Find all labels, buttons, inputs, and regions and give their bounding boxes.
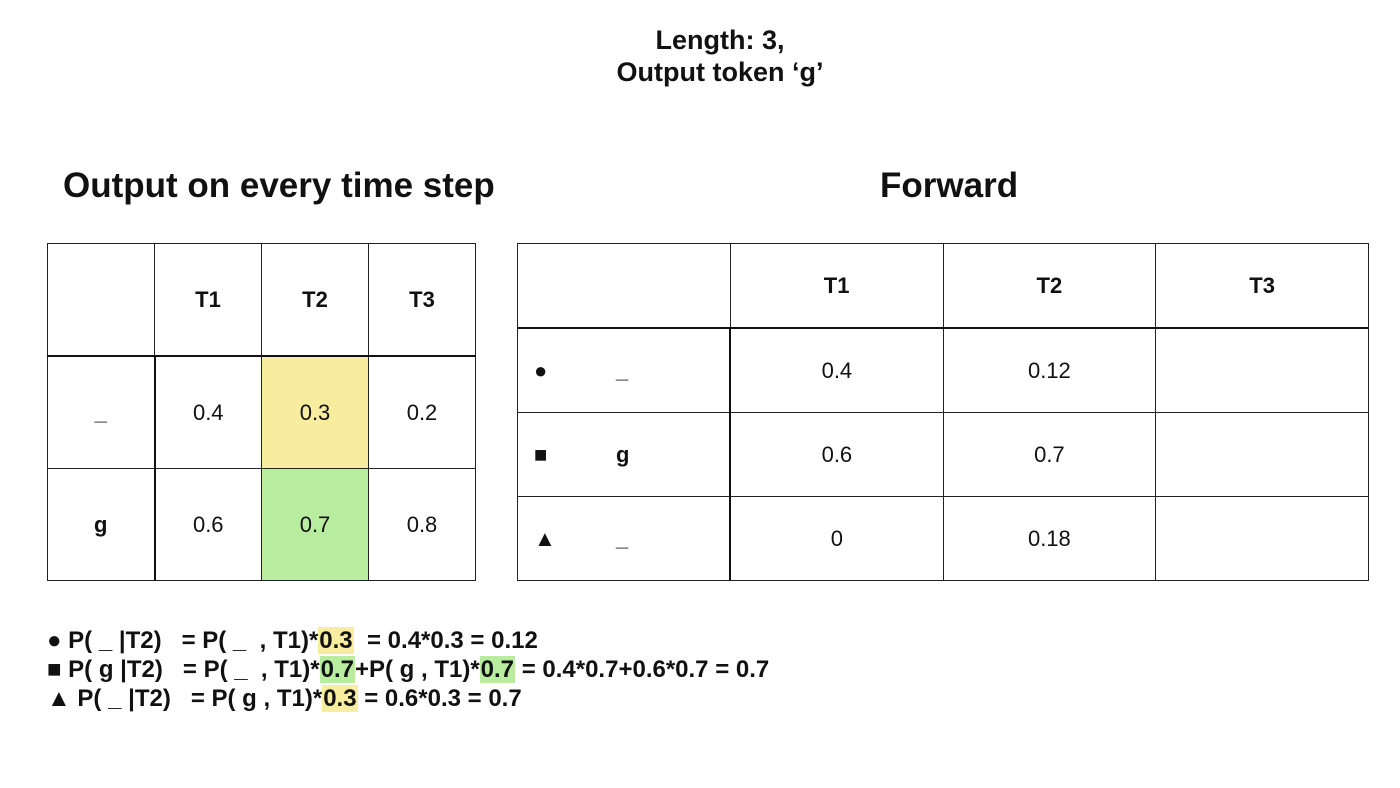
triangle-icon: ▲ xyxy=(534,525,556,551)
table-row: _ 0.4 0.3 0.2 xyxy=(47,355,476,469)
table-cell: 0 xyxy=(729,496,944,581)
square-icon: ■ xyxy=(534,441,548,467)
row-label: _ xyxy=(616,357,629,383)
table-row: ▲ _ 0 0.18 xyxy=(517,496,1369,581)
table-cell: 0.2 xyxy=(368,355,476,469)
header-line-2: Output token ‘g’ xyxy=(616,57,824,87)
column-header: T3 xyxy=(1155,243,1369,329)
table-cell xyxy=(1155,496,1369,581)
formula-text: ▲ P( _ |T2) = P( g , T1)* xyxy=(47,685,323,712)
formula-block: ● P( _ |T2) = P( _ , T1)*0.3 = 0.4*0.3 =… xyxy=(47,626,769,713)
header-title: Length: 3, Output token ‘g’ xyxy=(0,24,1400,88)
column-header: T2 xyxy=(261,243,369,357)
column-header: T2 xyxy=(942,243,1157,329)
table-row: ■ g 0.6 0.7 xyxy=(517,412,1369,497)
formula-text: ● P( _ |T2) = P( _ , T1)* xyxy=(47,627,319,654)
row-label: _ xyxy=(616,525,629,551)
row-header: ● _ xyxy=(517,327,732,413)
left-section-title: Output on every time step xyxy=(63,166,495,205)
formula-line-circle: ● P( _ |T2) = P( _ , T1)*0.3 = 0.4*0.3 =… xyxy=(47,626,769,655)
table-cell: 0.7 xyxy=(942,412,1157,497)
table-cell: 0.6 xyxy=(729,412,944,497)
highlighted-value: 0.3 xyxy=(322,685,358,712)
circle-icon: ● xyxy=(534,357,548,383)
formula-text: = 0.6*0.3 = 0.7 xyxy=(357,685,522,712)
row-header: ■ g xyxy=(517,412,732,497)
highlighted-value: 0.7 xyxy=(319,656,355,683)
highlighted-cell: 0.3 xyxy=(261,355,369,469)
formula-text: = 0.4*0.3 = 0.12 xyxy=(353,627,538,654)
output-probability-table: T1 T2 T3 _ 0.4 0.3 0.2 g 0.6 0.7 0.8 xyxy=(47,243,476,581)
column-header: T3 xyxy=(368,243,476,357)
corner-cell xyxy=(517,243,731,329)
table-cell: 0.6 xyxy=(154,468,262,581)
table-cell: 0.18 xyxy=(942,496,1157,581)
table-header-row: T1 T2 T3 xyxy=(517,243,1369,329)
corner-cell xyxy=(47,243,155,357)
formula-text: +P( g , T1)* xyxy=(354,656,480,683)
table-cell: 0.4 xyxy=(154,355,262,469)
highlighted-value: 0.3 xyxy=(318,627,354,654)
table-row: g 0.6 0.7 0.8 xyxy=(47,468,476,581)
row-label: _ xyxy=(47,355,156,469)
highlighted-value: 0.7 xyxy=(479,656,516,683)
table-header-row: T1 T2 T3 xyxy=(47,243,476,357)
column-header: T1 xyxy=(729,243,944,329)
formula-text: ■ P( g |T2) = P( _ , T1)* xyxy=(47,656,320,683)
right-section-title: Forward xyxy=(880,166,1019,205)
header-line-1: Length: 3, xyxy=(655,25,785,55)
row-header: ▲ _ xyxy=(517,496,732,581)
table-cell: 0.8 xyxy=(368,468,476,581)
table-cell: 0.4 xyxy=(729,327,944,413)
formula-line-square: ■ P( g |T2) = P( _ , T1)*0.7+P( g , T1)*… xyxy=(47,655,769,684)
formula-text: = 0.4*0.7+0.6*0.7 = 0.7 xyxy=(515,656,770,683)
row-label: g xyxy=(616,441,630,467)
formula-line-triangle: ▲ P( _ |T2) = P( g , T1)*0.3 = 0.6*0.3 =… xyxy=(47,684,769,713)
table-cell xyxy=(1155,327,1369,413)
highlighted-cell: 0.7 xyxy=(261,468,369,581)
row-label: g xyxy=(47,468,156,581)
forward-table: T1 T2 T3 ● _ 0.4 0.12 ■ g 0.6 0.7 ▲ _ 0 … xyxy=(517,243,1369,581)
column-header: T1 xyxy=(154,243,262,357)
table-row: ● _ 0.4 0.12 xyxy=(517,327,1369,413)
table-cell xyxy=(1155,412,1369,497)
table-cell: 0.12 xyxy=(942,327,1157,413)
